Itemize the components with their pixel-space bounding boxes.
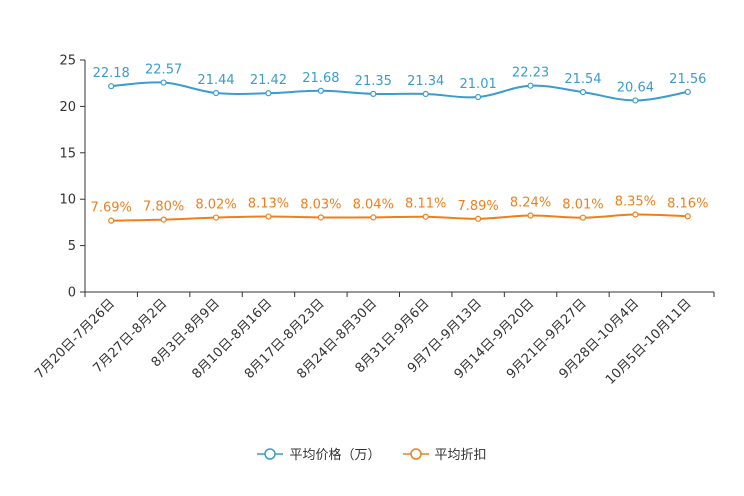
series-1-point-10 <box>632 211 639 218</box>
series-0-data-label-1: 22.57 <box>145 63 182 78</box>
series-0-point-3 <box>265 90 272 97</box>
series-1-data-label-4: 8.03% <box>300 197 341 212</box>
y-tick-label-5: 25 <box>59 54 76 69</box>
series-1-data-label-1: 7.80% <box>143 200 184 215</box>
y-tick-label-3: 15 <box>59 146 76 161</box>
legend-label-discount: 平均折扣 <box>434 448 487 463</box>
series-0-point-1 <box>160 79 167 86</box>
series-0-data-label-9: 21.54 <box>564 72 601 87</box>
legend-marker-price <box>257 447 284 460</box>
series-0-point-4 <box>317 87 324 94</box>
line-chart: 05101520257月20日-7月26日7月27日-8月2日8月3日-8月9日… <box>32 54 715 388</box>
series-0-data-label-8: 22.23 <box>512 66 549 81</box>
series-1-data-label-6: 8.11% <box>405 197 446 212</box>
series-1-data-label-5: 8.04% <box>353 197 394 212</box>
series-1-point-1 <box>160 216 167 223</box>
series-1-data-label-7: 7.89% <box>457 199 498 214</box>
series-0-data-label-3: 21.42 <box>250 73 287 88</box>
legend-item-discount[interactable]: 平均折扣 <box>402 444 487 463</box>
series-1-data-label-0: 7.69% <box>91 201 132 216</box>
series-0-data-label-6: 21.34 <box>407 74 444 89</box>
chart-legend: 平均价格（万） 平均折扣 <box>0 444 744 463</box>
legend-marker-discount <box>402 447 429 460</box>
series-0-data-label-2: 21.44 <box>197 73 234 88</box>
series-0-point-7 <box>475 93 482 101</box>
y-tick-label-0: 0 <box>68 286 76 301</box>
y-tick-label-1: 5 <box>68 239 76 254</box>
series-0-data-label-0: 22.18 <box>93 66 130 81</box>
series-1-data-label-10: 8.35% <box>615 195 656 210</box>
series-1-data-label-2: 8.02% <box>195 198 236 213</box>
series-1-point-6 <box>422 213 429 220</box>
series-1-data-label-3: 8.13% <box>248 197 289 212</box>
series-line-1 <box>111 213 688 222</box>
series-0-data-label-4: 21.68 <box>302 71 339 86</box>
series-0-point-5 <box>370 90 377 97</box>
series-0-point-8 <box>527 82 534 89</box>
series-1-point-9 <box>579 214 587 221</box>
series-1-point-5 <box>370 214 377 221</box>
series-0-point-11 <box>684 88 691 96</box>
legend-item-price[interactable]: 平均价格（万） <box>257 444 381 463</box>
series-0-point-10 <box>632 97 639 104</box>
series-1-point-4 <box>317 214 324 221</box>
series-0-point-6 <box>422 90 429 98</box>
series-1-data-label-9: 8.01% <box>562 198 603 213</box>
series-0-point-0 <box>108 83 115 90</box>
series-0-data-label-5: 21.35 <box>355 74 392 89</box>
legend-label-price: 平均价格（万） <box>289 448 381 463</box>
series-1-point-3 <box>265 213 272 220</box>
series-0-point-9 <box>579 89 587 96</box>
series-0-data-label-10: 20.64 <box>617 80 654 95</box>
series-1-point-2 <box>212 214 220 221</box>
series-1-data-label-8: 8.24% <box>510 196 551 211</box>
series-1-data-label-11: 8.16% <box>667 196 708 211</box>
series-1-point-0 <box>108 217 115 224</box>
series-1-point-8 <box>527 212 534 219</box>
series-1-point-11 <box>684 213 691 220</box>
y-tick-label-4: 20 <box>59 100 76 115</box>
series-0-data-label-11: 21.56 <box>669 72 706 87</box>
y-tick-label-2: 10 <box>59 193 76 208</box>
series-line-0 <box>111 81 688 102</box>
series-0-point-2 <box>212 89 220 97</box>
series-0-data-label-7: 21.01 <box>460 77 497 92</box>
series-1-point-7 <box>475 215 482 222</box>
